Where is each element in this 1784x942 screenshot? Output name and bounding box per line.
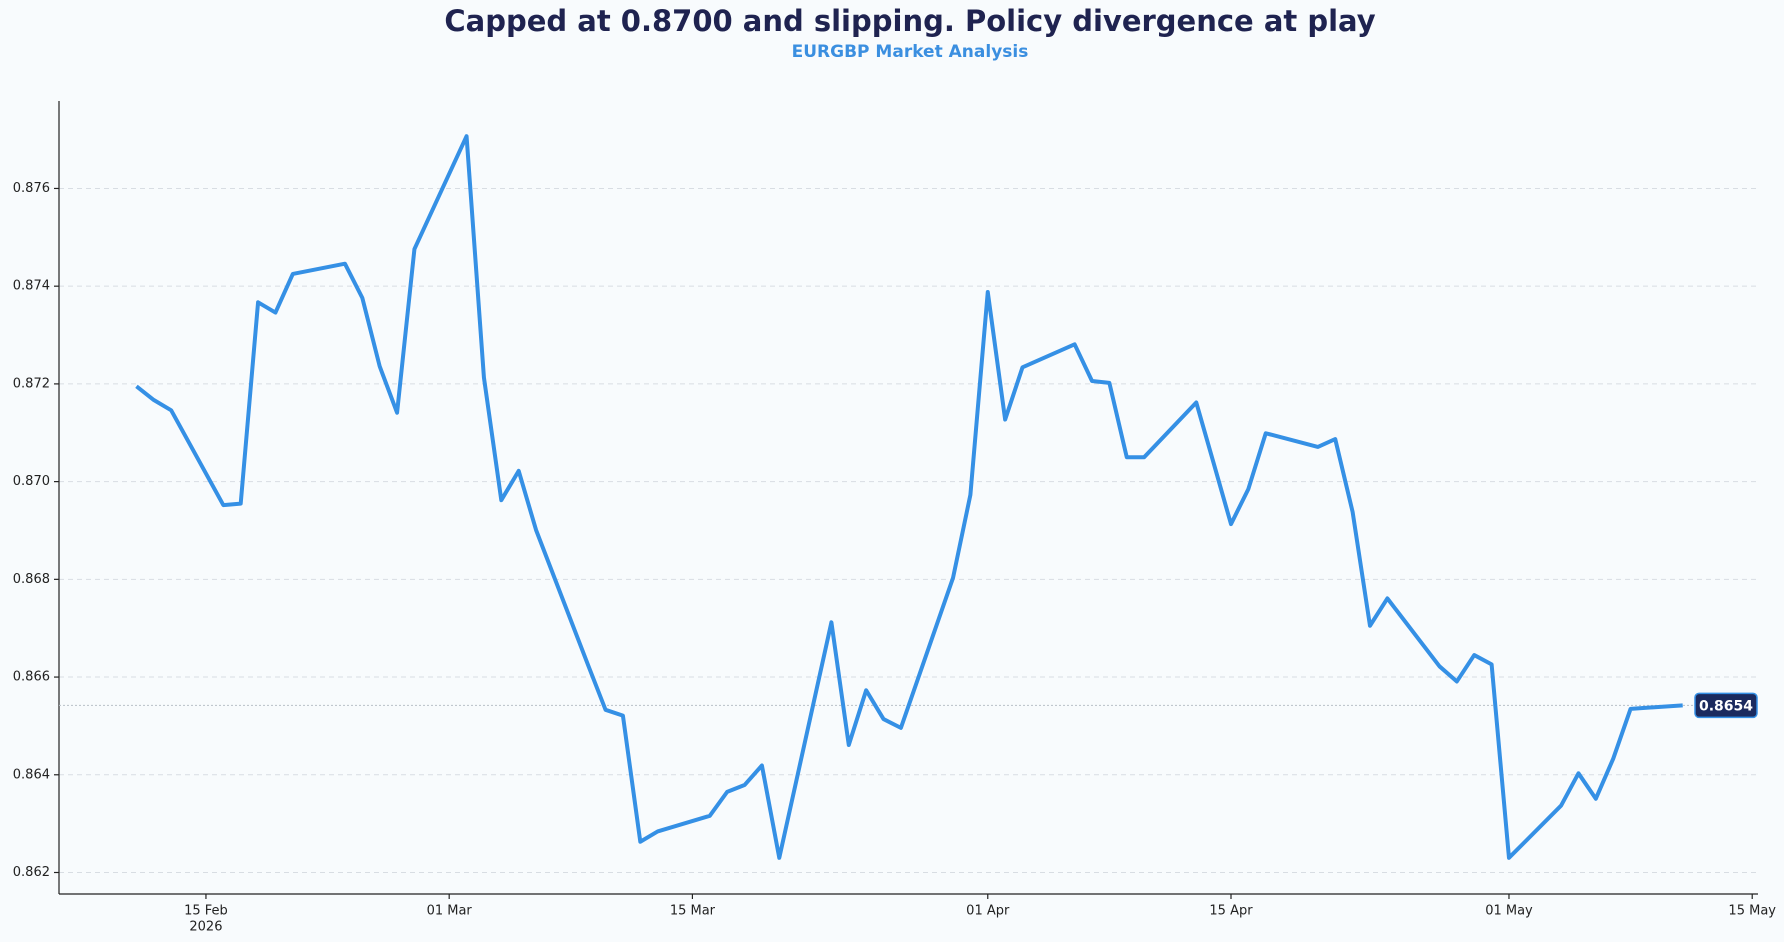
last-value-badge: 0.8654 xyxy=(1694,692,1758,719)
y-tick-label: 0.868 xyxy=(13,572,50,587)
chart-title: Capped at 0.8700 and slipping. Policy di… xyxy=(444,4,1375,38)
x-year-label: 2026 xyxy=(189,920,222,935)
price-line xyxy=(135,134,1683,860)
x-tick-label: 15 Mar xyxy=(670,904,716,919)
y-tick-label: 0.872 xyxy=(13,376,50,391)
y-tick-label: 0.864 xyxy=(13,767,50,782)
y-tick-label: 0.876 xyxy=(13,181,50,196)
x-tick-label: 01 Apr xyxy=(966,904,1010,919)
y-tick-label: 0.866 xyxy=(13,670,50,685)
x-tick-label: 01 May xyxy=(1485,904,1533,919)
y-tick-label: 0.862 xyxy=(13,865,50,880)
badge-box xyxy=(1694,692,1758,719)
x-tick-label: 15 May xyxy=(1728,904,1776,919)
y-tick-label: 0.870 xyxy=(13,474,50,489)
y-tick-label: 0.874 xyxy=(13,279,50,294)
x-tick-label: 15 Apr xyxy=(1209,904,1253,919)
x-tick-label: 01 Mar xyxy=(427,904,473,919)
x-tick-label: 15 Feb xyxy=(184,904,228,919)
last-value-label: 0.8654 xyxy=(1699,698,1753,714)
chart-subtitle: EURGBP Market Analysis xyxy=(792,42,1029,62)
